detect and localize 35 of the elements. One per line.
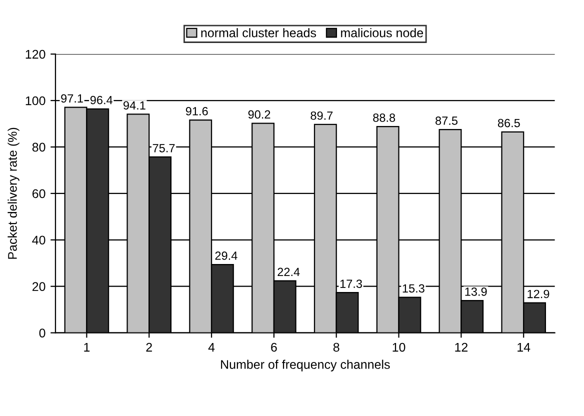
data-label: 22.4 [278,268,300,276]
y-tick-label: 20 [32,282,46,291]
x-tick-label: 14 [518,342,530,352]
data-label: 12.9 [528,290,550,298]
x-tick-label: 6 [271,342,277,352]
data-label: 17.3 [340,280,362,288]
legend-label: malicious node [341,28,424,38]
data-label: 91.6 [186,107,208,116]
x-tick-label: 12 [455,342,468,352]
data-label: 89.7 [310,111,333,120]
data-label: 97.1 [61,94,83,103]
data-label: 29.4 [215,252,238,260]
y-tick-label: 120 [26,50,46,59]
data-label: 87.5 [436,116,458,125]
data-label: 13.9 [465,288,487,296]
legend-label: normal cluster heads [201,28,316,38]
x-axis-title: Number of frequency channels [221,360,390,372]
data-label: 15.3 [402,284,424,293]
data-label: 94.1 [124,101,146,110]
x-tick-label: 2 [146,342,152,352]
y-tick-label: 40 [32,236,46,245]
y-axis-title: Packet delivery rate (%) [8,128,20,259]
x-tick-label: 10 [392,342,406,352]
y-tick-label: 100 [26,96,46,106]
x-tick-label: 1 [84,342,90,352]
y-tick-label: 80 [32,142,46,152]
data-label: 96.4 [90,96,112,104]
data-label: 90.2 [248,110,270,119]
data-label: 88.8 [373,114,396,122]
y-tick-label: 60 [32,189,46,198]
x-tick-label: 4 [208,342,215,352]
y-tick-label: 0 [39,328,46,338]
data-label: 86.5 [498,118,520,128]
data-label: 75.7 [152,144,175,152]
x-tick-label: 8 [333,342,340,352]
